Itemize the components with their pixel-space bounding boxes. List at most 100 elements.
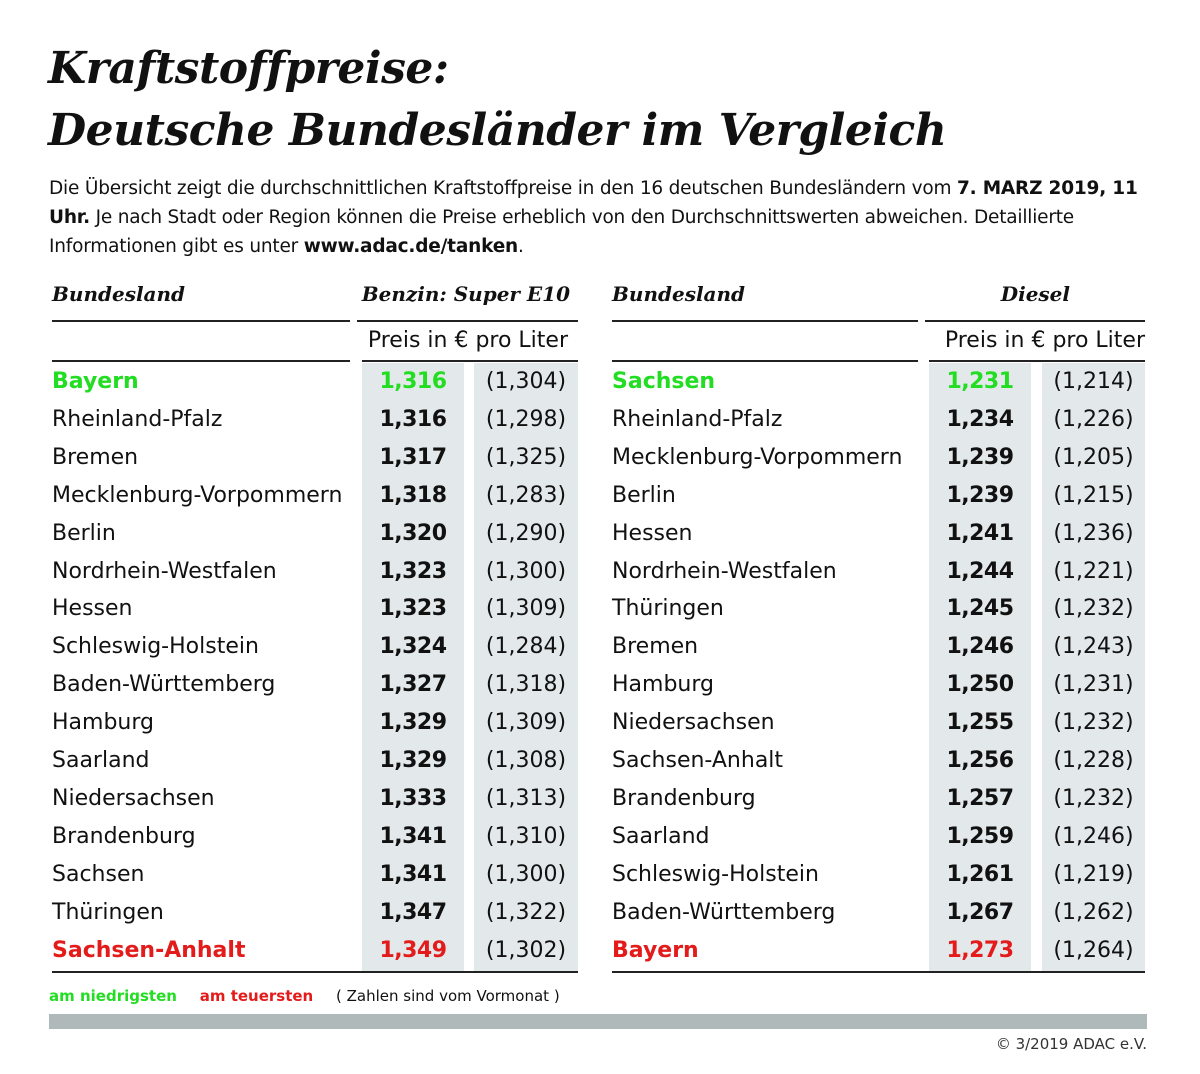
header-divider	[925, 320, 1145, 322]
price-value: 1,329	[379, 748, 447, 773]
subheader-divider	[362, 360, 578, 362]
state-name: Berlin	[612, 482, 676, 508]
previous-month-value: (1,228)	[1053, 748, 1134, 773]
state-name: Brandenburg	[612, 785, 756, 811]
state-name: Bremen	[52, 444, 139, 470]
header-bundesland: Bundesland	[612, 282, 746, 306]
table-row: Sachsen-Anhalt 1,349 (1,302)	[52, 932, 578, 970]
previous-month-value: (1,304)	[485, 369, 567, 394]
previous-month-value: (1,226)	[1053, 406, 1134, 432]
state-name: Mecklenburg-Vorpommern	[612, 444, 903, 470]
intro-part1: Die Übersicht zeigt die durchschnittlich…	[49, 178, 957, 199]
price-value: 1,316	[379, 406, 447, 432]
table-row: Berlin 1,239 (1,215)	[612, 477, 1145, 515]
previous-month-value: (1,262)	[1053, 899, 1134, 925]
page-title: Kraftstoffpreise: Deutsche Bundesländer …	[48, 38, 947, 162]
state-name: Sachsen-Anhalt	[52, 937, 246, 963]
price-value: 1,239	[946, 444, 1014, 470]
unit-label: Preis in € pro Liter	[944, 328, 1145, 353]
adac-link[interactable]: www.adac.de/tanken	[303, 236, 519, 257]
benzin-table: Bundesland Benzin: Super E10 Preis in € pr…	[52, 282, 578, 982]
price-value: 1,323	[379, 596, 447, 622]
table-row: Saarland 1,329 (1,308)	[52, 742, 578, 780]
footer-bar	[49, 1014, 1147, 1029]
table-row: Niedersachsen 1,255 (1,232)	[612, 704, 1145, 742]
state-name: Baden-Württemberg	[52, 672, 276, 698]
copyright: © 3/2019 ADAC e.V.	[995, 1035, 1147, 1053]
previous-month-value: (1,325)	[485, 444, 567, 470]
subheader-divider	[929, 360, 1145, 362]
subheader-divider	[52, 360, 350, 362]
price-value: 1,267	[946, 899, 1014, 925]
price-value: 1,241	[946, 520, 1014, 546]
previous-month-value: (1,214)	[1053, 369, 1134, 394]
price-value: 1,239	[946, 482, 1014, 508]
legend-lowest: am niedrigsten	[49, 987, 177, 1005]
title-line-2: Deutsche Bundesländer im Vergleich	[48, 105, 947, 156]
header-fuel: Benzin: Super E10	[361, 282, 570, 306]
price-column-bg	[362, 363, 464, 972]
state-name: Sachsen	[52, 861, 145, 887]
price-value: 1,259	[946, 823, 1014, 849]
state-name: Berlin	[52, 520, 116, 546]
previous-month-value: (1,236)	[1053, 520, 1134, 546]
table-row: Bayern 1,273 (1,264)	[612, 932, 1145, 970]
table-row: Berlin 1,320 (1,290)	[52, 515, 578, 553]
price-value: 1,324	[379, 634, 447, 660]
table-row: Bayern 1,316 (1,304)	[52, 363, 578, 401]
state-name: Saarland	[52, 748, 150, 773]
state-name: Schleswig-Holstein	[52, 634, 259, 660]
table-row: Sachsen 1,341 (1,300)	[52, 856, 578, 894]
header-bundesland: Bundesland	[52, 282, 186, 306]
previous-month-value: (1,232)	[1053, 710, 1134, 736]
diesel-table: Bundesland Diesel Preis in € pro Liter Sac…	[612, 282, 1145, 982]
previous-month-value: (1,300)	[485, 861, 567, 887]
state-name: Sachsen-Anhalt	[612, 748, 784, 773]
table-row: Baden-Württemberg 1,267 (1,262)	[612, 894, 1145, 932]
state-name: Mecklenburg-Vorpommern	[52, 482, 343, 508]
price-value: 1,255	[946, 710, 1014, 736]
previous-month-value: (1,264)	[1053, 937, 1134, 963]
previous-month-value: (1,318)	[485, 672, 567, 698]
price-column-bg	[929, 363, 1031, 972]
price-value: 1,250	[946, 672, 1014, 698]
table-row: Saarland 1,259 (1,246)	[612, 818, 1145, 856]
state-name: Rheinland-Pfalz	[612, 406, 783, 432]
price-value: 1,347	[379, 899, 447, 925]
price-value: 1,318	[379, 482, 447, 508]
title-line-1: Kraftstoffpreise:	[48, 43, 449, 94]
state-name: Hamburg	[612, 672, 714, 698]
table-row: Mecklenburg-Vorpommern 1,318 (1,283)	[52, 477, 578, 515]
state-name: Brandenburg	[52, 823, 196, 849]
table-row: Rheinland-Pfalz 1,234 (1,226)	[612, 401, 1145, 439]
table-row: Brandenburg 1,257 (1,232)	[612, 780, 1145, 818]
header-fuel: Diesel	[1000, 282, 1070, 306]
previous-month-value: (1,302)	[485, 937, 567, 963]
table-row: Hessen 1,241 (1,236)	[612, 515, 1145, 553]
table-row: Nordrhein-Westfalen 1,323 (1,300)	[52, 553, 578, 591]
table-row: Hamburg 1,329 (1,309)	[52, 704, 578, 742]
previous-month-value: (1,219)	[1053, 861, 1134, 887]
price-value: 1,231	[946, 369, 1014, 394]
prev-column-bg	[474, 363, 578, 972]
prev-column-bg	[1042, 363, 1145, 972]
intro-part3: .	[518, 236, 524, 257]
state-name: Hessen	[612, 520, 693, 546]
price-value: 1,234	[946, 406, 1014, 432]
price-value: 1,273	[946, 937, 1014, 963]
state-name: Bayern	[612, 937, 699, 963]
previous-month-value: (1,308)	[485, 748, 567, 773]
state-name: Nordrhein-Westfalen	[52, 558, 277, 584]
price-value: 1,341	[379, 861, 447, 887]
table-row: Hamburg 1,250 (1,231)	[612, 666, 1145, 704]
legend: am niedrigsten am teuersten ( Zahlen sin…	[49, 987, 578, 1005]
previous-month-value: (1,243)	[1053, 634, 1134, 660]
previous-month-value: (1,215)	[1053, 482, 1134, 508]
price-value: 1,333	[379, 785, 447, 811]
state-name: Schleswig-Holstein	[612, 861, 819, 887]
price-value: 1,349	[379, 937, 447, 963]
table-row: Sachsen-Anhalt 1,256 (1,228)	[612, 742, 1145, 780]
table-row: Schleswig-Holstein 1,261 (1,219)	[612, 856, 1145, 894]
table-row: Baden-Württemberg 1,327 (1,318)	[52, 666, 578, 704]
price-value: 1,246	[946, 634, 1014, 660]
